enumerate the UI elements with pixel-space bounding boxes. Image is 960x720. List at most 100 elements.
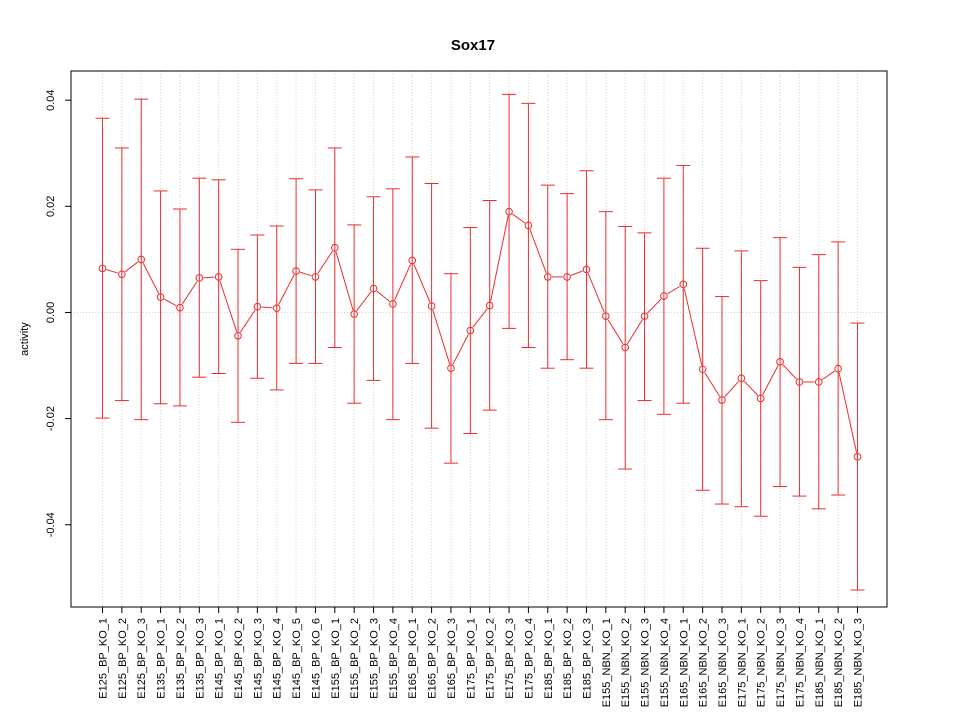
chart-title: Sox17 <box>451 37 495 54</box>
x-tick-label: E155_NBN_KO_2 <box>620 618 632 707</box>
series-line-segment <box>587 273 605 313</box>
series-line-segment <box>142 262 160 294</box>
x-tick-label: E145_BP_KO_3 <box>252 618 264 699</box>
data-point <box>98 264 107 273</box>
x-tick-label: E145_BP_KO_1 <box>214 618 226 699</box>
x-tick-label: E175_BP_KO_4 <box>523 618 535 699</box>
x-tick-label: E135_BP_KO_2 <box>175 618 187 699</box>
error-bars <box>95 93 865 591</box>
data-point <box>582 265 591 274</box>
data-point <box>737 374 746 383</box>
data-point <box>505 207 513 216</box>
data-point <box>776 358 784 366</box>
series-line-segment <box>317 250 333 274</box>
y-axis: -0.04 -0.02 0.00 0.02 0.04 <box>45 89 72 537</box>
data-point <box>195 274 204 282</box>
series-line-segment <box>570 270 583 276</box>
series-line-segment <box>299 271 312 277</box>
series-line-segment <box>529 229 547 274</box>
data-point <box>427 302 436 310</box>
x-tick-label: E125_BP_KO_3 <box>136 618 148 699</box>
data-point <box>369 284 378 293</box>
x-axis: E125_BP_KO_1 E125_BP_KO_2 E125_BP_KO_3 E135… <box>98 606 865 707</box>
data-point <box>814 378 823 386</box>
series-line-segment <box>394 264 411 301</box>
x-tick-label: E185_BP_KO_2 <box>562 618 574 699</box>
x-tick-label: E155_BP_KO_1 <box>330 618 342 699</box>
data-point <box>485 301 494 310</box>
x-tick-label: E135_BP_KO_1 <box>156 618 168 699</box>
x-tick-label: E165_BP_KO_3 <box>446 618 458 699</box>
x-tick-label: E175_NBN_KO_2 <box>756 618 768 707</box>
series-line-segment <box>626 319 643 345</box>
data-point <box>563 273 571 281</box>
x-tick-label: E175_NBN_KO_4 <box>794 618 806 707</box>
data-point <box>524 221 533 230</box>
series-line-segment <box>239 309 256 333</box>
plot-frame <box>70 70 888 608</box>
data-point <box>214 273 223 281</box>
x-tick-label: E175_BP_KO_1 <box>465 618 477 699</box>
y-tick-label: 0.02 <box>45 196 57 217</box>
series-line-segment <box>376 290 390 302</box>
y-tick-label: 0.04 <box>45 89 57 110</box>
data-point <box>272 304 281 313</box>
x-tick-label: E145_BP_KO_5 <box>291 618 303 699</box>
data-point <box>137 255 146 264</box>
grid <box>71 71 887 607</box>
series-line-segment <box>278 274 295 305</box>
series-line-segment <box>743 380 759 396</box>
series-line-segment <box>452 334 469 365</box>
data-point <box>156 293 165 301</box>
x-tick-label: E175_BP_KO_2 <box>485 618 497 699</box>
data-point <box>253 302 262 311</box>
data-point <box>389 300 397 308</box>
data-point <box>679 280 688 289</box>
series-line-segment <box>261 306 273 309</box>
y-tick-label: -0.04 <box>45 512 57 537</box>
x-tick-label: E175_BP_KO_3 <box>504 618 516 699</box>
series-line-segment <box>106 269 118 274</box>
x-tick-label: E155_BP_KO_3 <box>369 618 381 699</box>
series-line-segment <box>607 319 624 345</box>
data-point <box>698 365 707 374</box>
x-tick-label: E165_NBN_KO_2 <box>698 618 710 707</box>
x-tick-label: E145_BP_KO_4 <box>272 618 284 699</box>
series-line-segment <box>203 276 215 279</box>
x-tick-label: E125_BP_KO_1 <box>98 618 110 699</box>
data-point <box>543 273 552 281</box>
x-tick-label: E165_BP_KO_2 <box>427 618 439 699</box>
series-line-segment <box>335 251 354 311</box>
data-point <box>466 326 475 335</box>
y-tick-label: -0.02 <box>45 406 57 431</box>
x-tick-label: E155_NBN_KO_3 <box>640 618 652 707</box>
y-axis-label: activity <box>19 322 31 356</box>
data-point <box>834 364 842 373</box>
data-point <box>176 303 184 312</box>
x-tick-label: E145_BP_KO_6 <box>310 618 322 699</box>
x-tick-label: E125_BP_KO_2 <box>117 618 129 699</box>
data-point <box>756 394 765 403</box>
data-point <box>311 273 320 281</box>
series-line-segment <box>413 264 431 303</box>
data-point <box>118 270 126 279</box>
x-tick-label: E185_BP_KO_3 <box>581 618 593 699</box>
series-line-segment <box>647 298 662 314</box>
data-point <box>331 243 339 252</box>
data-point <box>234 332 242 340</box>
data-point <box>408 256 417 265</box>
x-tick-label: E145_BP_KO_2 <box>233 618 245 699</box>
series-line-segment <box>164 298 177 307</box>
series-line-segment <box>821 370 835 381</box>
series-line-segment <box>472 308 488 328</box>
series-line-segment <box>356 291 372 312</box>
series-line-segment <box>219 280 238 332</box>
x-tick-label: E185_NBN_KO_3 <box>853 618 865 707</box>
x-tick-label: E155_BP_KO_2 <box>349 618 361 699</box>
x-tick-label: E155_BP_KO_4 <box>388 618 400 699</box>
x-tick-label: E165_NBN_KO_3 <box>717 618 729 707</box>
series-line-segment <box>124 261 139 273</box>
series-line-segment <box>490 215 509 302</box>
data-point <box>621 343 629 352</box>
